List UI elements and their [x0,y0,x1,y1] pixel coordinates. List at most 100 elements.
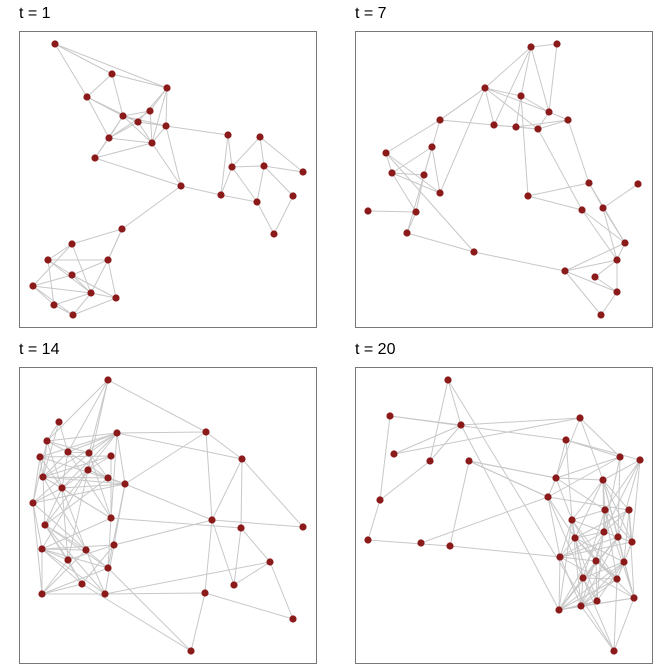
edge [527,182,590,197]
edge [406,232,475,253]
edge [61,432,118,489]
edge [165,125,229,136]
edge [46,440,63,489]
edge [149,110,153,144]
panel-title: t = 20 [355,341,396,358]
edge [32,483,126,504]
edge [530,46,550,113]
node [113,429,121,437]
node [591,273,599,281]
node [552,474,560,482]
node [568,516,576,524]
node [616,453,624,461]
edge [558,577,584,611]
edge [32,274,73,287]
edge [41,548,69,561]
edge [220,194,258,203]
node [481,84,489,92]
edge [473,251,566,272]
edge [116,432,243,460]
node [38,545,46,553]
edge [111,73,168,89]
edge [385,152,441,194]
edge [391,172,425,176]
edge [124,483,213,521]
node [576,414,584,422]
edge [259,136,304,173]
node [55,418,63,426]
edge [211,519,304,528]
edge [558,519,573,611]
edge [61,487,87,551]
edge [439,119,495,126]
edge [613,578,618,652]
edge [623,509,630,563]
node [289,192,297,200]
edge [151,142,182,187]
node [593,597,601,605]
node [524,192,532,200]
edge [580,597,635,607]
node [107,514,115,522]
panel-title: t = 14 [19,341,60,358]
edge [231,166,258,203]
edge [107,567,192,652]
edge [122,115,153,144]
edge [137,87,168,123]
node [146,107,154,115]
node [412,208,420,216]
edge [240,458,243,529]
edge [67,379,109,453]
edge [61,483,126,489]
node [108,70,116,78]
node [201,589,209,597]
node [592,557,600,565]
edge [520,95,529,197]
node [289,615,297,623]
node [162,122,170,130]
edge [628,509,635,599]
edge [468,460,549,498]
edge [32,243,73,287]
edge [205,431,243,460]
edge [604,459,641,511]
edge [61,487,112,519]
edge [107,259,117,299]
edge [220,134,229,196]
node [112,294,120,302]
edge [42,432,118,478]
node [224,131,232,139]
node [545,108,553,116]
edges [32,43,641,652]
edge [602,207,626,244]
node [613,288,621,296]
edge [67,451,112,519]
node [555,606,563,614]
node [39,473,47,481]
node [436,116,444,124]
edge [596,561,625,602]
edge [107,517,112,569]
node [630,594,638,602]
node [556,553,564,561]
edge [41,548,83,585]
edge [420,496,549,544]
edge [391,172,441,194]
edge [423,146,433,176]
edge [90,292,117,299]
edge [104,561,271,595]
edge [389,415,567,441]
edge [190,592,206,652]
node [69,311,77,319]
node [457,421,465,429]
node [104,564,112,572]
edge [108,110,151,139]
node [51,40,59,48]
node [386,412,394,420]
node [104,256,112,264]
node [78,580,86,588]
edge [447,379,615,652]
node [465,457,473,465]
edge [180,185,222,196]
